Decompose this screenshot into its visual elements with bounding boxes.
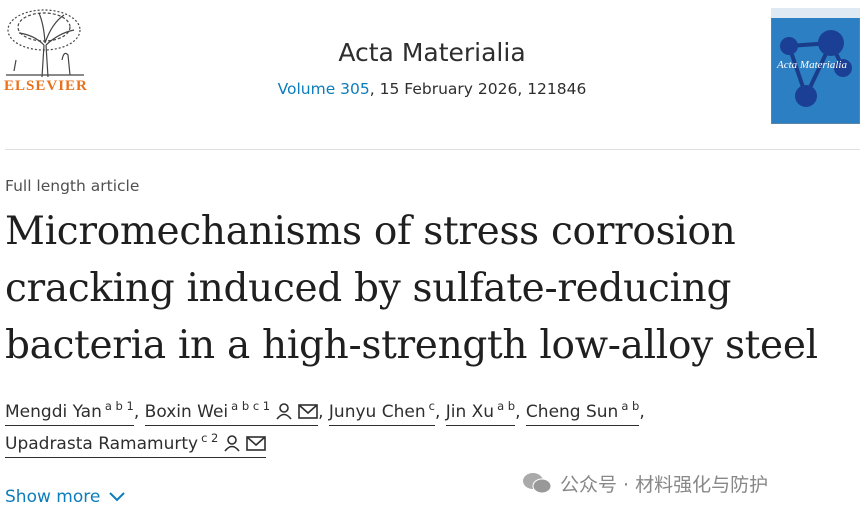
watermark-text: 公众号 · 材料强化与防护 bbox=[560, 474, 769, 496]
title-line: Micromechanisms of stress corrosion bbox=[5, 209, 736, 254]
show-more-label: Show more bbox=[5, 487, 101, 507]
wechat-icon bbox=[523, 473, 552, 494]
author-name: Cheng Sun bbox=[525, 402, 619, 422]
separator: , bbox=[133, 402, 140, 422]
author-name: Boxin Wei bbox=[144, 402, 229, 422]
separator: , bbox=[515, 402, 521, 422]
elsevier-logo bbox=[6, 9, 84, 77]
author[interactable]: Mengdi Yan a b 1 bbox=[5, 399, 134, 426]
affiliation: c 2 bbox=[201, 431, 219, 445]
journal-cover[interactable]: Acta Materialia bbox=[771, 8, 860, 124]
separator: , bbox=[318, 402, 324, 422]
chevron-icon bbox=[109, 492, 126, 502]
affiliation: a b bbox=[497, 399, 516, 413]
show-more[interactable]: Show more bbox=[5, 487, 126, 507]
author[interactable]: Junyu Chen c bbox=[328, 399, 435, 426]
article-title: Micromechanisms of stress corrosion crac… bbox=[5, 203, 818, 374]
author-name: Mengdi Yan bbox=[5, 402, 102, 422]
watermark: 公众号 · 材料强化与防护 bbox=[522, 470, 768, 497]
author[interactable]: Jin Xu a b bbox=[445, 399, 516, 426]
author-name: Junyu Chen bbox=[328, 402, 426, 422]
author[interactable]: Upadrasta Ramamurty c 2 bbox=[5, 431, 267, 458]
author-line: Upadrasta Ramamurty c 2 bbox=[5, 431, 267, 458]
person-icon bbox=[276, 403, 292, 420]
title-line: bacteria in a high-strength low-alloy st… bbox=[5, 323, 818, 368]
journal-name[interactable]: Acta Materialia bbox=[338, 38, 526, 67]
author-name: Upadrasta Ramamurty bbox=[5, 434, 199, 454]
cover-title: Acta Materialia bbox=[776, 59, 847, 71]
title-line: cracking induced by sulfate-reducing bbox=[5, 266, 732, 311]
affiliation: a b c 1 bbox=[231, 399, 271, 413]
publisher: ELSEVIER bbox=[4, 78, 88, 94]
separator: , bbox=[434, 402, 441, 422]
author[interactable]: Boxin Wei a b c 1 bbox=[144, 399, 319, 426]
author-line: Mengdi Yan a b 1, Boxin Wei a b c 1, Junyu… bbox=[5, 399, 645, 426]
issue-info: , 15 February 2026, 121846 bbox=[369, 80, 587, 98]
email-icon bbox=[298, 404, 318, 419]
email-icon bbox=[246, 436, 267, 451]
article-type: Full length article bbox=[5, 177, 140, 195]
divider bbox=[5, 149, 860, 150]
affiliation: c bbox=[428, 399, 435, 413]
author[interactable]: Cheng Sun a b bbox=[525, 399, 640, 426]
volume-line: Volume 305, 15 February 2026, 121846 bbox=[0, 80, 864, 98]
volume-link[interactable]: Volume 305 bbox=[277, 80, 370, 98]
affiliation: a b 1 bbox=[104, 399, 134, 413]
affiliation: a b bbox=[621, 399, 640, 413]
person-icon bbox=[224, 435, 241, 452]
separator: , bbox=[639, 402, 645, 422]
author-name: Jin Xu bbox=[445, 402, 495, 422]
